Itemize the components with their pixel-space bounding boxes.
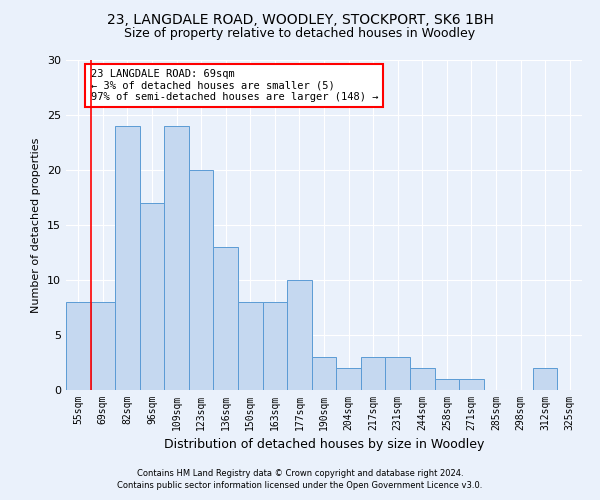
X-axis label: Distribution of detached houses by size in Woodley: Distribution of detached houses by size … (164, 438, 484, 452)
Bar (164, 126, 189, 390)
Bar (91, 302, 115, 390)
Bar (410, 368, 434, 390)
Bar (115, 126, 140, 390)
Y-axis label: Number of detached properties: Number of detached properties (31, 138, 41, 312)
Bar (189, 170, 214, 390)
Bar (238, 302, 263, 390)
Bar (140, 203, 164, 390)
Bar (361, 357, 385, 390)
Bar (214, 247, 238, 390)
Text: 23 LANGDALE ROAD: 69sqm
← 3% of detached houses are smaller (5)
97% of semi-deta: 23 LANGDALE ROAD: 69sqm ← 3% of detached… (91, 69, 378, 102)
Text: Size of property relative to detached houses in Woodley: Size of property relative to detached ho… (124, 28, 476, 40)
Bar (287, 280, 312, 390)
Bar (434, 379, 459, 390)
Bar (263, 302, 287, 390)
Bar (66, 302, 91, 390)
Bar (312, 357, 336, 390)
Bar (459, 379, 484, 390)
Bar (336, 368, 361, 390)
Text: Contains public sector information licensed under the Open Government Licence v3: Contains public sector information licen… (118, 481, 482, 490)
Text: Contains HM Land Registry data © Crown copyright and database right 2024.: Contains HM Land Registry data © Crown c… (137, 468, 463, 477)
Bar (385, 357, 410, 390)
Bar (533, 368, 557, 390)
Text: 23, LANGDALE ROAD, WOODLEY, STOCKPORT, SK6 1BH: 23, LANGDALE ROAD, WOODLEY, STOCKPORT, S… (107, 12, 493, 26)
